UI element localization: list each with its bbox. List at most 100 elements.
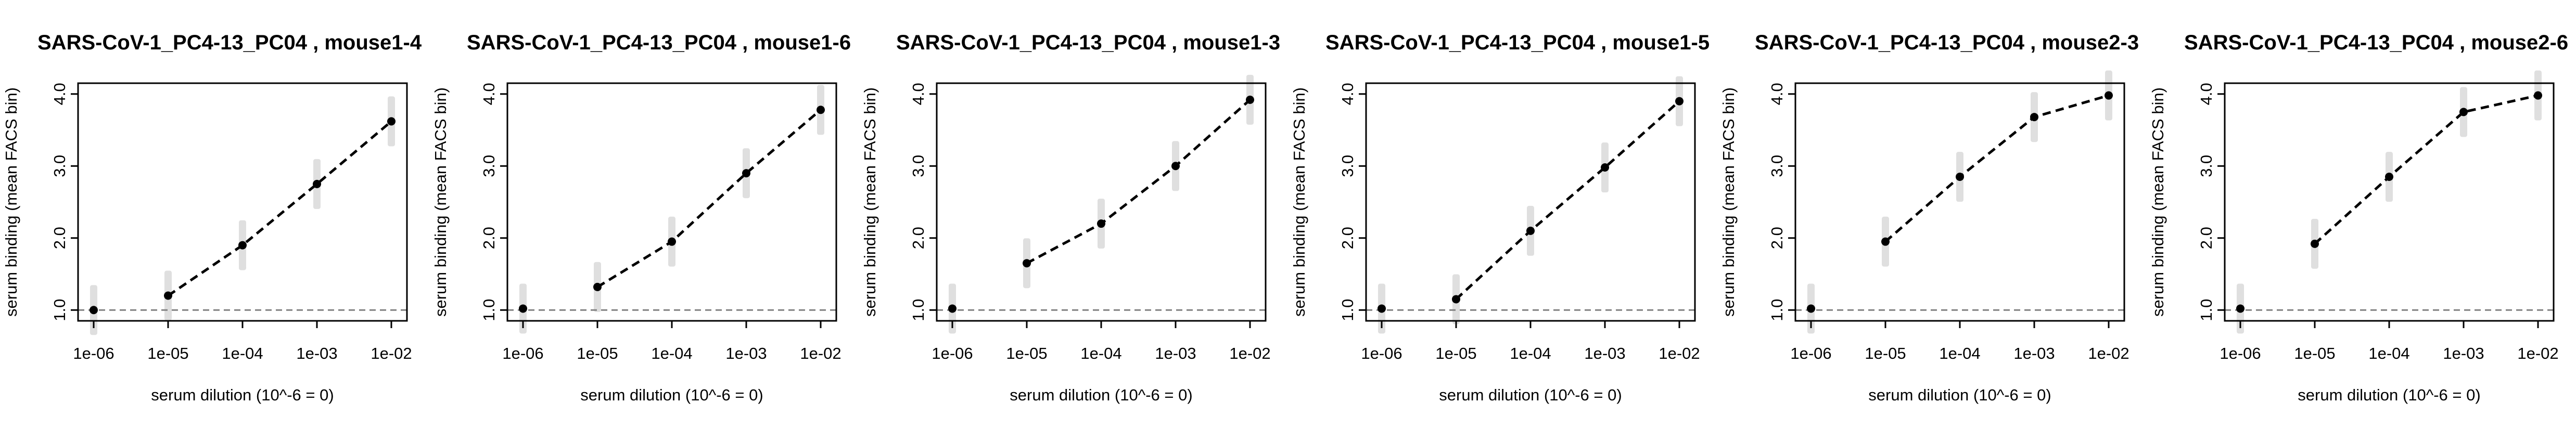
x-tick-label: 1e-02 [371, 344, 412, 362]
x-tick-label: 1e-06 [73, 344, 114, 362]
data-point [2311, 239, 2319, 248]
x-tick-label: 1e-04 [1939, 344, 1980, 362]
y-tick-label: 3.0 [480, 155, 498, 177]
x-tick-label: 1e-04 [1510, 344, 1551, 362]
y-tick-label: 3.0 [1338, 155, 1357, 177]
plot-frame [506, 82, 837, 322]
data-point [2105, 91, 2113, 100]
data-point [1452, 295, 1460, 304]
x-axis-label: serum dilution (10^-6 = 0) [1010, 386, 1192, 404]
series-line [1455, 100, 1680, 301]
chart-panel: SARS-CoV-1_PC4-13_PC04 , mouse1-5 serum b… [1290, 31, 1710, 404]
x-tick-label: 1e-06 [502, 344, 543, 362]
y-tick-label: 2.0 [1338, 227, 1357, 249]
chart-panel: SARS-CoV-1_PC4-13_PC04 , mouse1-4 serum b… [2, 31, 422, 404]
data-point [2534, 91, 2542, 100]
chart-title: SARS-CoV-1_PC4-13_PC04 , mouse2-6 [2184, 31, 2568, 54]
x-tick-label: 1e-03 [725, 344, 767, 362]
x-tick-label: 1e-03 [1584, 344, 1625, 362]
data-point [742, 169, 750, 178]
series-line [1026, 98, 1251, 265]
y-tick-label: 3.0 [2197, 155, 2215, 177]
x-tick-label: 1e-04 [651, 344, 692, 362]
x-tick-label: 1e-02 [1659, 344, 1700, 362]
y-tick-label: 4.0 [1768, 83, 1786, 105]
x-tick-label: 1e-03 [1155, 344, 1196, 362]
data-point [1023, 259, 1031, 268]
plot-frame [1794, 82, 2125, 322]
chart-panel: SARS-CoV-1_PC4-13_PC04 , mouse2-6 serum b… [2149, 31, 2568, 404]
data-point [593, 282, 602, 291]
y-tick-label: 1.0 [1768, 299, 1786, 321]
data-point [1881, 237, 1890, 246]
data-point [387, 117, 396, 126]
y-tick-label: 4.0 [909, 83, 927, 105]
chart-title: SARS-CoV-1_PC4-13_PC04 , mouse1-3 [896, 31, 1280, 54]
y-tick-label: 2.0 [480, 227, 498, 249]
plot-frame [77, 82, 408, 322]
x-tick-label: 1e-05 [1865, 344, 1906, 362]
y-axis-label: serum binding (mean FACS bin) [1290, 87, 1308, 317]
data-point [90, 306, 98, 315]
data-point [1526, 226, 1535, 235]
data-point [313, 179, 321, 188]
series-line [2314, 94, 2539, 245]
y-tick-label: 1.0 [480, 299, 498, 321]
chart-panel: SARS-CoV-1_PC4-13_PC04 , mouse2-3 serum b… [1719, 31, 2139, 404]
chart-title: SARS-CoV-1_PC4-13_PC04 , mouse1-5 [1325, 31, 1710, 54]
data-point [2459, 108, 2468, 116]
x-tick-label: 1e-06 [1361, 344, 1402, 362]
y-axis-label: serum binding (mean FACS bin) [2, 87, 20, 317]
y-tick-label: 1.0 [2197, 299, 2215, 321]
y-tick-label: 2.0 [1768, 227, 1786, 249]
x-tick-label: 1e-05 [577, 344, 618, 362]
chart-panel: SARS-CoV-1_PC4-13_PC04 , mouse1-3 serum b… [861, 31, 1280, 404]
y-tick-label: 4.0 [480, 83, 498, 105]
data-point [1378, 304, 1386, 313]
data-point [1601, 163, 1609, 172]
chart-title: SARS-CoV-1_PC4-13_PC04 , mouse1-6 [467, 31, 851, 54]
x-axis-label: serum dilution (10^-6 = 0) [1868, 386, 2051, 404]
y-tick-label: 3.0 [1768, 155, 1786, 177]
x-tick-label: 1e-03 [296, 344, 337, 362]
data-point [1956, 173, 1964, 181]
data-point [2030, 113, 2038, 122]
series-line [167, 120, 392, 297]
y-tick-label: 4.0 [2197, 83, 2215, 105]
x-tick-label: 1e-05 [1006, 344, 1047, 362]
x-tick-label: 1e-03 [2013, 344, 2055, 362]
data-point [1171, 162, 1180, 171]
data-point [1246, 95, 1254, 104]
x-tick-label: 1e-06 [2220, 344, 2261, 362]
x-axis-label: serum dilution (10^-6 = 0) [151, 386, 334, 404]
x-axis-label: serum dilution (10^-6 = 0) [1439, 386, 1622, 404]
x-tick-label: 1e-04 [222, 344, 263, 362]
y-axis-label: serum binding (mean FACS bin) [2149, 87, 2167, 317]
chart-title: SARS-CoV-1_PC4-13_PC04 , mouse1-4 [37, 31, 422, 54]
x-tick-label: 1e-03 [2443, 344, 2484, 362]
x-axis-label: serum dilution (10^-6 = 0) [2298, 386, 2480, 404]
data-point [948, 304, 957, 313]
x-tick-label: 1e-05 [147, 344, 188, 362]
data-point [668, 237, 676, 246]
x-tick-label: 1e-04 [2368, 344, 2409, 362]
series-line [1884, 94, 2109, 243]
x-tick-label: 1e-02 [1229, 344, 1270, 362]
plot-frame [1365, 82, 1696, 322]
y-tick-label: 3.0 [909, 155, 927, 177]
x-tick-label: 1e-02 [2517, 344, 2558, 362]
data-point [519, 304, 527, 313]
x-tick-label: 1e-05 [1435, 344, 1476, 362]
data-point [1097, 219, 1105, 228]
series-line [596, 109, 822, 289]
x-tick-label: 1e-05 [2294, 344, 2335, 362]
y-axis-label: serum binding (mean FACS bin) [861, 87, 879, 317]
y-tick-label: 4.0 [50, 83, 69, 105]
x-tick-label: 1e-04 [1080, 344, 1121, 362]
data-point [1807, 304, 1815, 313]
y-tick-label: 2.0 [2197, 227, 2215, 249]
chart-panel: SARS-CoV-1_PC4-13_PC04 , mouse1-6 serum b… [431, 31, 851, 404]
x-tick-label: 1e-06 [1790, 344, 1831, 362]
x-axis-label: serum dilution (10^-6 = 0) [580, 386, 763, 404]
